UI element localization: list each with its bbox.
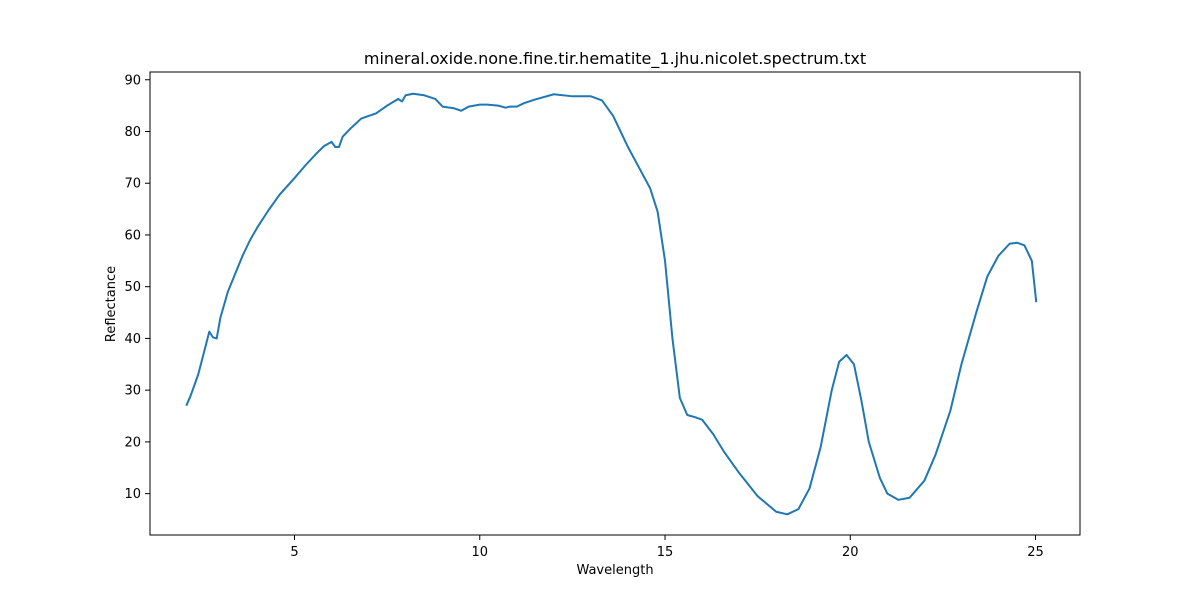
y-tick-label: 70 (124, 177, 141, 192)
y-tick-label: 90 (124, 73, 141, 88)
y-axis: 10 20 30 40 50 60 70 80 90 (124, 73, 150, 502)
plot-area (185, 92, 1038, 516)
y-tick-label: 40 (124, 332, 141, 347)
x-tick-label: 25 (1027, 545, 1044, 560)
x-axis-label: Wavelength (576, 563, 653, 578)
y-tick-label: 30 (124, 384, 141, 399)
y-tick-label: 60 (124, 228, 141, 243)
y-tick-label: 20 (124, 435, 141, 450)
y-axis-label: Reflectance (104, 266, 119, 342)
chart-title: mineral.oxide.none.fine.tir.hematite_1.j… (364, 49, 866, 69)
x-axis: 5 10 15 20 25 (290, 535, 1044, 560)
x-tick-label: 10 (471, 545, 488, 560)
y-tick-label: 50 (124, 280, 141, 295)
x-tick-label: 20 (842, 545, 859, 560)
x-tick-label: 5 (290, 545, 298, 560)
y-tick-label: 10 (124, 487, 141, 502)
series-line-0 (185, 92, 1038, 516)
plot-frame (149, 71, 1081, 536)
y-tick-label: 80 (124, 125, 141, 140)
x-tick-label: 15 (657, 545, 674, 560)
